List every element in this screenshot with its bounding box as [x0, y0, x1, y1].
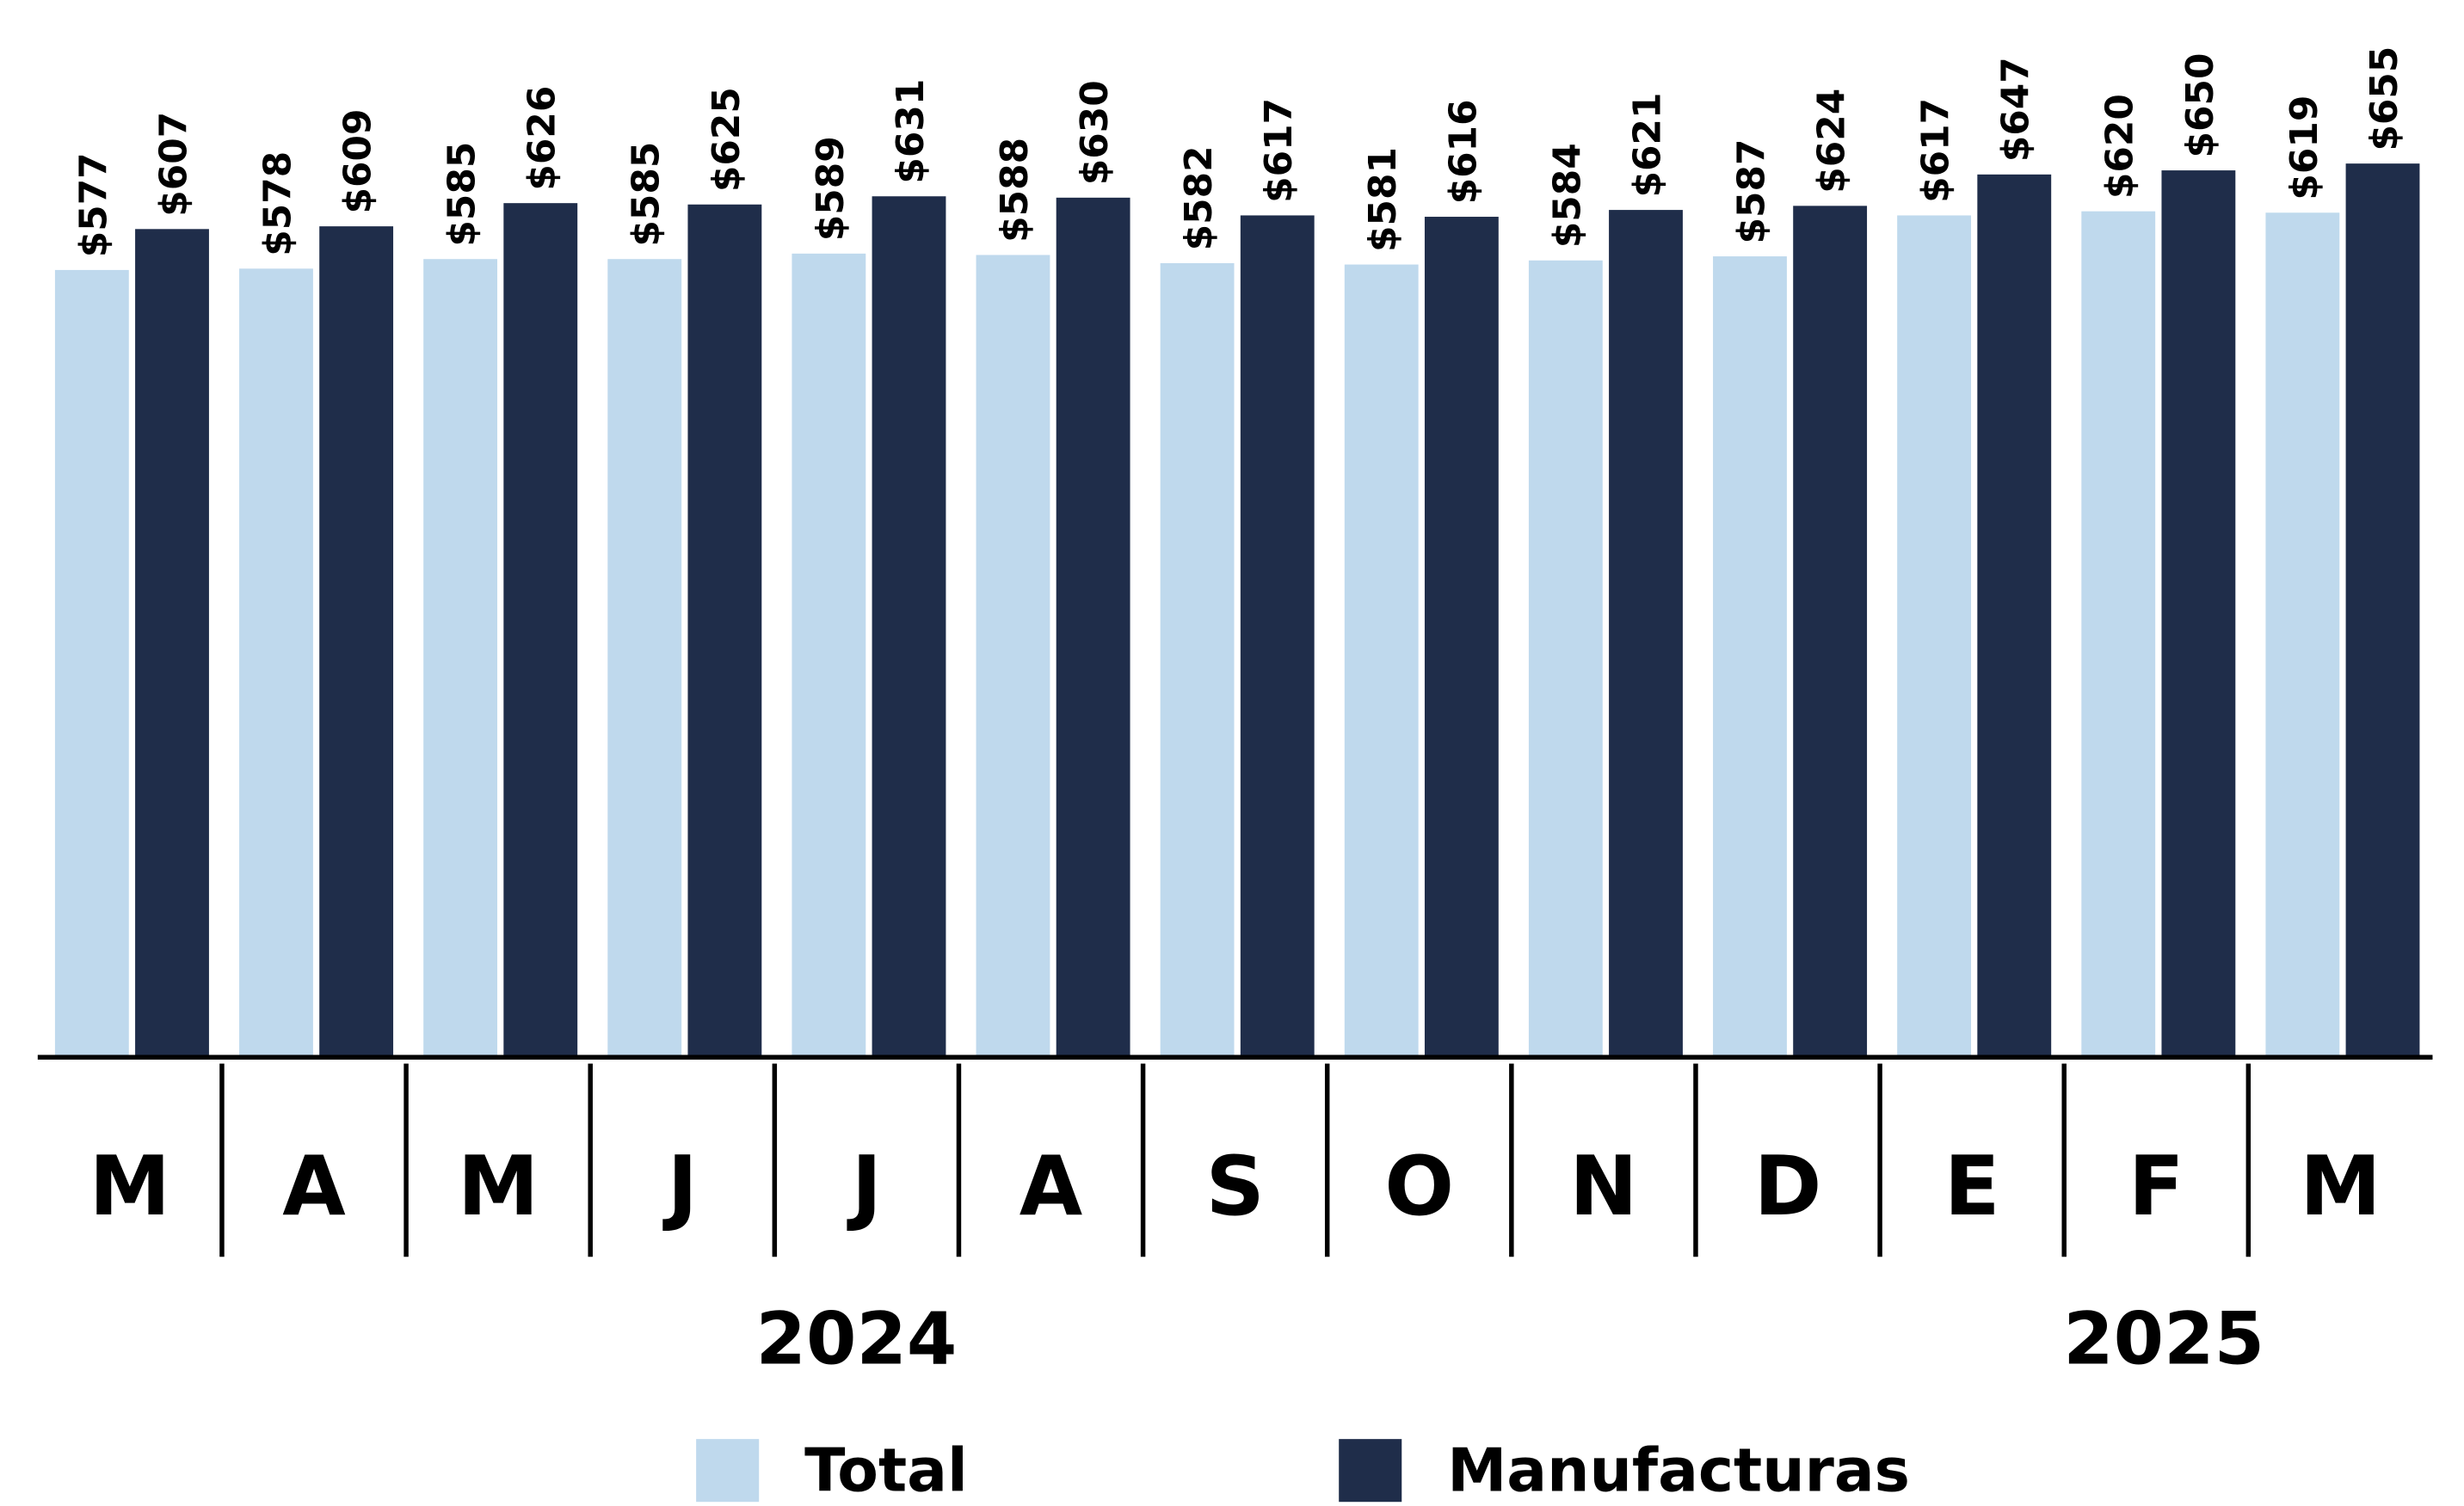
x-tick-label: S: [1205, 1140, 1264, 1234]
x-tick-label: D: [1754, 1140, 1822, 1234]
bar: [1160, 262, 1235, 1058]
data-label: $625: [705, 87, 748, 192]
data-label: $617: [1257, 98, 1301, 203]
data-label: $620: [2098, 94, 2142, 199]
data-label: $578: [256, 151, 299, 256]
bar: [423, 259, 498, 1058]
data-label: $619: [2282, 95, 2326, 200]
x-tick-label: J: [662, 1140, 698, 1234]
bar: [1528, 260, 1603, 1058]
data-label: $585: [440, 142, 484, 247]
data-label: $647: [1994, 57, 2038, 162]
bar: [1897, 215, 1972, 1058]
bar: [2161, 170, 2236, 1058]
legend-label: Total: [804, 1436, 968, 1505]
bar: [1240, 215, 1315, 1058]
x-tick-label: A: [1019, 1140, 1083, 1234]
x-tick-label: J: [847, 1140, 882, 1234]
data-label: $617: [1914, 98, 1958, 203]
data-label: $616: [1441, 99, 1485, 204]
data-label: $585: [625, 142, 668, 247]
bar: [319, 226, 394, 1058]
x-tick-label: M: [2300, 1140, 2381, 1234]
x-tick-label: A: [282, 1140, 346, 1234]
bar: [1609, 210, 1683, 1058]
data-label: $621: [1625, 93, 1669, 198]
bar: [2081, 211, 2156, 1058]
data-label: $581: [1361, 147, 1405, 252]
bar: [54, 269, 129, 1058]
bar: [792, 253, 866, 1058]
data-label: $589: [809, 136, 853, 241]
x-tick-label: N: [1569, 1140, 1637, 1234]
legend-swatch: [1339, 1439, 1402, 1503]
bar: [872, 196, 946, 1058]
data-label: $650: [2178, 52, 2222, 157]
legend-label: Manufacturas: [1447, 1436, 1910, 1505]
bar: [1713, 256, 1787, 1058]
data-label: $577: [71, 152, 115, 257]
data-label: $655: [2362, 46, 2406, 151]
bar: [2265, 212, 2340, 1058]
data-label: $588: [993, 138, 1037, 243]
year-label: 2024: [756, 1296, 958, 1380]
data-label: $630: [1073, 80, 1117, 185]
bar: [1424, 217, 1499, 1058]
bar: [135, 229, 209, 1058]
x-tick-label: O: [1384, 1140, 1454, 1234]
bar: [503, 203, 578, 1058]
data-label: $631: [889, 79, 933, 184]
x-tick-label: M: [458, 1140, 539, 1234]
bar: [1056, 197, 1130, 1058]
bar: [2345, 163, 2420, 1058]
bar: [1344, 264, 1419, 1058]
data-label: $607: [151, 112, 195, 217]
data-label: $584: [1545, 143, 1589, 248]
legend-swatch: [696, 1439, 760, 1503]
bar: [1793, 206, 1868, 1058]
data-label: $582: [1177, 145, 1221, 250]
x-tick-label: E: [1944, 1140, 2000, 1234]
data-label: $626: [521, 86, 564, 191]
bar: [607, 259, 682, 1058]
data-label: $587: [1729, 138, 1773, 243]
year-label: 2025: [2063, 1296, 2264, 1380]
data-label: $609: [336, 109, 380, 214]
data-label: $624: [1810, 89, 1854, 194]
bar: [687, 204, 762, 1058]
bar: [976, 255, 1050, 1058]
bar: [1977, 174, 2052, 1058]
x-tick-label: M: [89, 1140, 171, 1234]
x-tick-label: F: [2128, 1140, 2184, 1234]
bar: [239, 268, 313, 1058]
